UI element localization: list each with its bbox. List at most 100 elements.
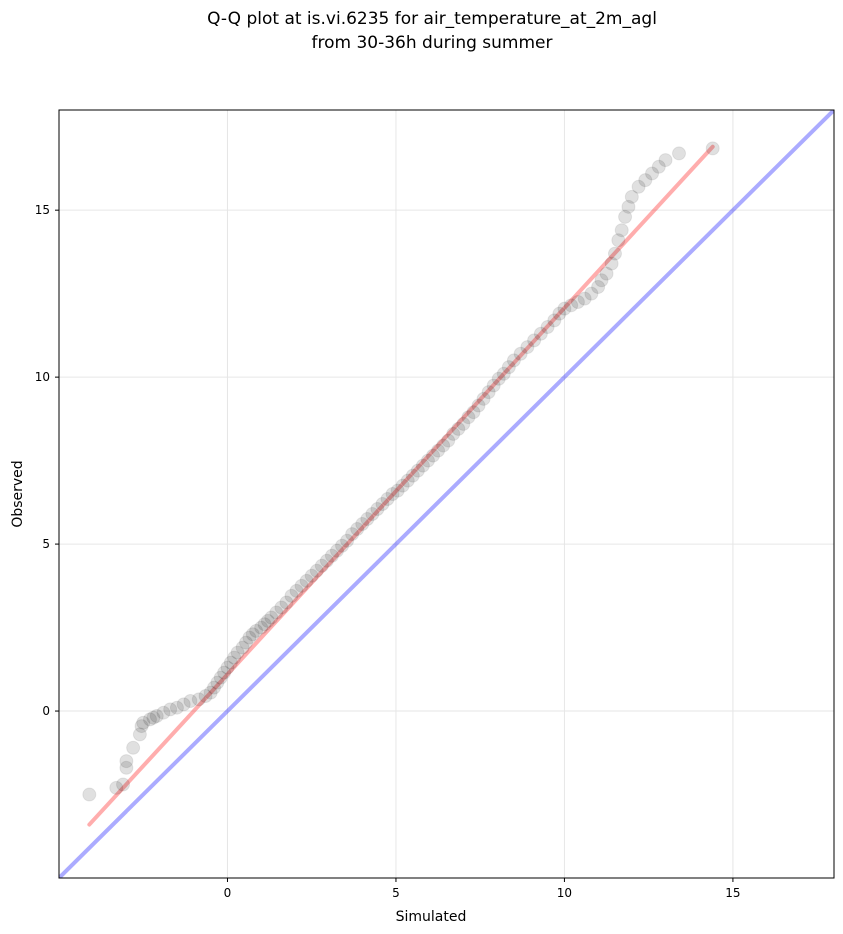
data-point (220, 660, 235, 675)
data-point (491, 371, 506, 386)
data-point (314, 558, 329, 573)
data-point (116, 777, 131, 792)
data-point (82, 787, 97, 802)
data-point (264, 610, 279, 625)
data-point (385, 487, 400, 501)
chart-title-line-2: from 30-36h during summer (312, 33, 553, 53)
data-point (227, 650, 242, 665)
data-point (481, 385, 496, 400)
data-point (395, 478, 410, 493)
data-point (260, 613, 275, 628)
data-point (471, 398, 486, 413)
data-point (390, 483, 405, 498)
data-point (134, 719, 149, 734)
data-point (284, 588, 299, 603)
data-point (245, 627, 260, 642)
data-point (223, 655, 238, 670)
data-point (370, 502, 385, 517)
grid-lines (59, 110, 834, 878)
data-point (207, 680, 221, 695)
data-point (350, 522, 365, 537)
data-point (496, 366, 511, 381)
data-point (269, 605, 284, 620)
data-point (254, 620, 269, 635)
data-point (335, 538, 350, 553)
data-point (426, 448, 441, 463)
data-point (631, 179, 646, 194)
data-point (319, 553, 334, 568)
data-point (624, 189, 639, 204)
data-point (658, 153, 673, 168)
chart-title-line-1: Q-Q plot at is.vi.6235 for air_temperatu… (207, 9, 657, 29)
data-point (119, 760, 134, 775)
data-point (557, 301, 572, 316)
data-point (257, 617, 272, 632)
data-point (149, 709, 164, 724)
data-point (436, 438, 451, 453)
data-point (476, 391, 491, 406)
data-point (136, 715, 151, 730)
data-point (213, 670, 228, 685)
data-point (183, 694, 198, 709)
data-point (645, 166, 660, 181)
data-point (176, 697, 191, 712)
x-tick-label: 10 (557, 886, 572, 900)
data-point (400, 473, 415, 488)
data-point (360, 512, 375, 527)
data-point (577, 291, 592, 306)
data-point (230, 645, 245, 660)
data-point (304, 568, 319, 583)
data-point (156, 705, 171, 720)
data-point (249, 623, 264, 638)
data-point (501, 360, 516, 375)
data-point (142, 712, 157, 727)
data-point (594, 273, 609, 288)
data-point (375, 497, 390, 512)
data-point (119, 754, 134, 769)
data-point (203, 685, 218, 700)
plot-area (59, 110, 834, 878)
data-point (466, 405, 481, 420)
data-point (451, 421, 466, 436)
data-point (446, 426, 461, 441)
data-point (242, 630, 257, 645)
data-point (638, 173, 653, 188)
x-tick-label: 5 (392, 886, 400, 900)
data-point (618, 209, 633, 224)
x-tick-label: 0 (224, 886, 232, 900)
data-point (345, 527, 360, 542)
data-point (191, 692, 206, 707)
data-point (604, 256, 619, 271)
data-point (294, 578, 309, 593)
data-point (355, 517, 370, 532)
data-point (591, 279, 606, 294)
data-point (547, 313, 562, 328)
y-tick-label: 5 (42, 537, 50, 551)
data-point (132, 727, 147, 742)
data-point (564, 298, 579, 313)
data-point (324, 548, 339, 563)
data-point (607, 246, 622, 261)
data-point (126, 740, 141, 755)
data-point (235, 640, 250, 655)
data-point (289, 583, 304, 598)
data-point (239, 635, 254, 650)
data-point (614, 223, 629, 238)
data-point (274, 600, 289, 615)
data-point (584, 286, 599, 301)
y-tick-label: 0 (42, 704, 50, 718)
data-point (340, 533, 355, 548)
data-point (146, 710, 161, 725)
data-point (279, 595, 294, 610)
data-point (456, 416, 471, 431)
y-tick-label: 10 (35, 370, 50, 384)
data-point (431, 443, 446, 458)
data-point (441, 433, 456, 448)
data-point (163, 702, 178, 717)
data-point (217, 665, 232, 680)
y-tick-label: 15 (35, 203, 50, 217)
data-point (380, 492, 395, 507)
data-point (520, 340, 535, 355)
data-point (486, 378, 501, 393)
